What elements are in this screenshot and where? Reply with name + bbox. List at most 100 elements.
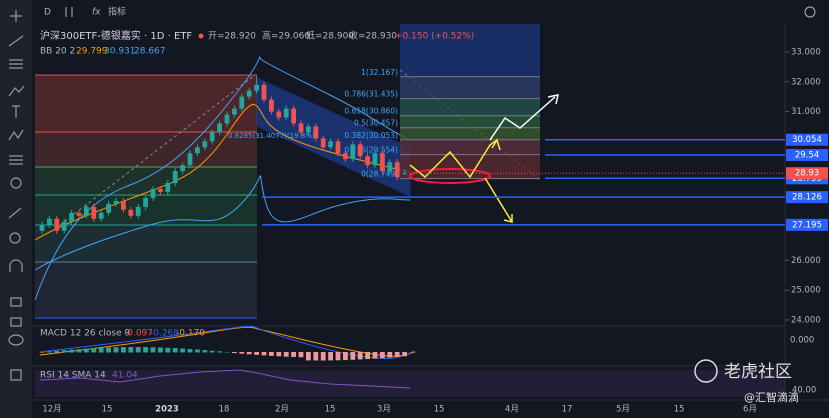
- candle-body: [387, 162, 393, 172]
- macd-bar: [187, 349, 193, 353]
- x-tick-label: 15: [325, 405, 336, 415]
- yellow-path: [409, 139, 498, 179]
- macd-bar: [350, 352, 356, 360]
- close: 收=28.930: [349, 30, 397, 42]
- y-tick-label: 31.000: [791, 107, 821, 117]
- candle-body: [394, 162, 400, 178]
- y-tick-label: 33.000: [791, 48, 821, 58]
- macd-bar: [143, 347, 148, 353]
- macd-bar: [84, 348, 89, 353]
- x-tick-label: 4月: [505, 405, 519, 415]
- candle-body: [172, 171, 178, 184]
- channel: [256, 77, 411, 197]
- fib-label: 0.236(29.554): [344, 146, 398, 155]
- candle-body: [283, 108, 289, 118]
- ellipse: [409, 168, 491, 184]
- x-tick-label: 12月: [42, 405, 61, 415]
- rsi-value: 41.04: [112, 371, 138, 381]
- macd-bar: [313, 352, 319, 361]
- candle-body: [47, 218, 52, 225]
- fib-label: 0.618(30.860): [344, 107, 398, 116]
- candle-body: [39, 224, 45, 231]
- macd-bar: [39, 352, 45, 353]
- candle-body: [121, 200, 126, 210]
- x-tick-label: 5月: [616, 405, 630, 415]
- macd-bar: [180, 348, 185, 353]
- fib-band: [400, 127, 540, 140]
- fib-label: 0(28.749): [361, 170, 398, 179]
- candle-body: [306, 126, 311, 133]
- bb-upper: [34, 56, 411, 301]
- bb-name: BB 20 2: [40, 47, 75, 57]
- high: 高=29.060: [262, 30, 310, 42]
- candle-body: [150, 188, 156, 198]
- interval[interactable]: D: [44, 8, 51, 18]
- macd-bar: [394, 352, 400, 357]
- candle-body: [224, 114, 230, 124]
- zone: [35, 225, 257, 262]
- x-tick-label: 17: [562, 405, 573, 415]
- tool-icons[interactable]: [8, 10, 25, 381]
- candle-body: [91, 206, 97, 219]
- left-toolbar: [0, 0, 32, 418]
- bb-lower-value: 28.667: [134, 47, 166, 57]
- macd-bar: [69, 349, 74, 353]
- candle-body: [335, 141, 341, 154]
- macd-bar: [380, 352, 385, 359]
- macd-bar: [165, 347, 171, 353]
- price-label: 29.54: [795, 151, 819, 161]
- macd-bar: [276, 352, 282, 357]
- macd-bar: [158, 347, 163, 353]
- x-tick-label: 15: [674, 405, 685, 415]
- price-badge: [786, 149, 828, 162]
- y-tick-label: 25.000: [791, 286, 821, 296]
- price-label: 28.126: [792, 193, 822, 203]
- macd-bar: [320, 352, 326, 361]
- candle-body: [195, 147, 200, 154]
- candle-body: [239, 96, 245, 109]
- fib-band: [400, 139, 540, 155]
- candle-body: [106, 203, 111, 213]
- candle-body: [187, 153, 193, 166]
- x-tick-label: 2月: [275, 405, 289, 415]
- candle-body: [113, 200, 119, 204]
- price-label: 27.195: [792, 220, 822, 230]
- zone: [35, 262, 257, 318]
- macd-bar: [335, 352, 341, 361]
- indicators-button[interactable]: 指标: [108, 6, 126, 18]
- y-tick-label: 26.000: [791, 256, 821, 266]
- candle-body: [313, 126, 319, 139]
- candle-body: [180, 165, 185, 172]
- zone: [35, 132, 257, 167]
- fx-icon[interactable]: fx: [92, 8, 101, 18]
- macd-bar: [128, 347, 134, 353]
- macd-bar: [328, 352, 333, 361]
- macd-bar: [217, 351, 222, 353]
- candle-body: [69, 212, 74, 222]
- symbol: 沪深300ETF-德银嘉实 · 1D · ETF: [40, 29, 192, 42]
- candles-icon[interactable]: [65, 7, 73, 17]
- candle-body: [298, 123, 304, 133]
- macd-zero: 0.000: [790, 336, 814, 346]
- candle-body: [365, 156, 370, 166]
- macd-bar: [232, 352, 237, 354]
- macd-bar: [365, 352, 370, 360]
- fib-label: 1(32.167): [361, 68, 398, 77]
- candle-body: [54, 218, 60, 231]
- x-tick-label: 3月: [377, 405, 391, 415]
- macd-name: MACD 12 26 close 9: [40, 329, 131, 339]
- candle-body: [320, 138, 326, 148]
- price-badge: [786, 218, 828, 231]
- candle-body: [143, 197, 148, 207]
- macd-bar: [239, 352, 245, 354]
- fib-band: [400, 115, 540, 128]
- macd-bar: [54, 350, 60, 353]
- white-arrow: [489, 94, 559, 141]
- zone-lines: [35, 74, 257, 319]
- macd-hist-value: -0.097: [124, 329, 153, 339]
- macd-bar: [261, 352, 267, 356]
- settings[interactable]: [804, 6, 816, 18]
- macd-bar: [106, 347, 111, 353]
- candle-body: [357, 144, 363, 157]
